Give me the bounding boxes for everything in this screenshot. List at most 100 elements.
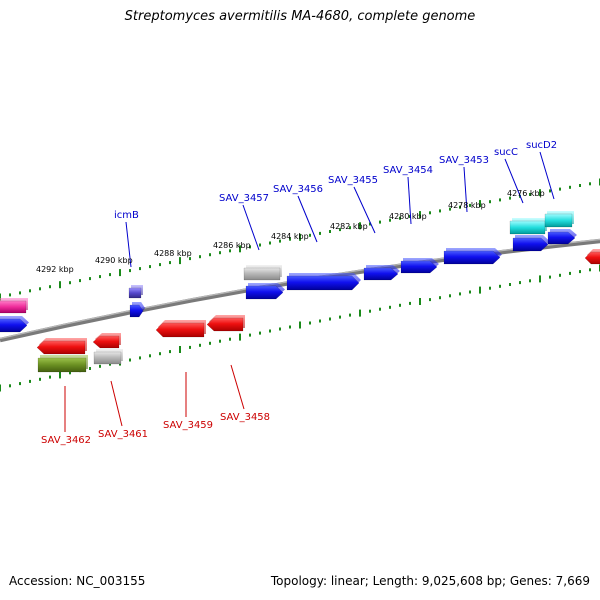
gene-feature-left-edge[interactable] — [0, 316, 29, 333]
gene-feature-SAV_3459[interactable] — [155, 320, 206, 338]
lower-scale-minor-tick — [459, 292, 461, 296]
lower-scale-minor-tick — [109, 362, 111, 366]
lower-scale-minor-tick — [39, 377, 41, 381]
scale-label-4284: 4284 kbp — [271, 232, 309, 241]
gene-feature-sucD2[interactable] — [547, 229, 577, 245]
leader-SAV_3454 — [407, 176, 412, 225]
lower-scale-minor-tick — [489, 286, 491, 290]
upper-scale-minor-tick — [69, 281, 71, 285]
gene-label-SAV_3455[interactable]: SAV_3455 — [328, 175, 378, 186]
gene-label-SAV_3456[interactable]: SAV_3456 — [273, 184, 323, 195]
lower-scale-major-tick — [299, 321, 301, 329]
gene-feature-sucC[interactable] — [512, 235, 550, 252]
upper-scale-major-tick — [0, 293, 1, 301]
lower-scale-minor-tick — [219, 339, 221, 343]
upper-scale-minor-tick — [529, 193, 531, 196]
gene-feature-SAV_3454[interactable] — [400, 258, 439, 274]
upper-scale-major-tick — [419, 211, 421, 219]
upper-scale-minor-tick — [579, 184, 581, 187]
lower-scale-minor-tick — [559, 273, 561, 277]
upper-scale-minor-tick — [449, 207, 451, 211]
label-leaders — [64, 151, 555, 432]
lower-scale-minor-tick — [389, 305, 391, 309]
leader-SAV_3453 — [463, 166, 468, 213]
lower-scale-major-tick — [59, 371, 61, 379]
upper-scale-minor-tick — [329, 230, 331, 233]
upper-scale-major-tick — [239, 245, 241, 253]
gene-label-sucD2[interactable]: sucD2 — [526, 140, 557, 151]
gene-feature-SAV_3457[interactable] — [245, 283, 285, 300]
upper-scale-minor-tick — [279, 239, 281, 243]
gene-feature-SAV_3461-gray[interactable] — [93, 349, 123, 365]
lower-scale-minor-tick — [149, 354, 151, 358]
gene-label-SAV_3462[interactable]: SAV_3462 — [41, 435, 91, 446]
gene-feature-SAV_3453[interactable] — [443, 248, 502, 265]
lower-scale-minor-tick — [139, 356, 141, 360]
upper-scale-minor-tick — [19, 291, 21, 295]
gene-label-SAV_3457[interactable]: SAV_3457 — [219, 193, 269, 204]
gene-feature-SAV_3457-gray[interactable] — [243, 265, 282, 281]
gene-label-sucC[interactable]: sucC — [494, 147, 518, 158]
leader-icmB — [125, 221, 132, 268]
gene-feature-icmB[interactable] — [129, 302, 145, 318]
upper-scale-minor-tick — [389, 218, 391, 222]
gene-label-icmB[interactable]: icmB — [114, 210, 139, 221]
leader-SAV_3455 — [353, 186, 376, 234]
scale-label-4292: 4292 kbp — [36, 265, 74, 274]
gene-feature-SAV_3462-olive[interactable] — [37, 355, 88, 373]
lower-scale-minor-tick — [429, 298, 431, 302]
lower-scale-major-tick — [359, 309, 361, 317]
genome-summary-text: Topology: linear; Length: 9,025,608 bp; … — [270, 574, 590, 588]
gene-feature-SAV_3456[interactable] — [286, 273, 361, 291]
scale-track-upper — [0, 178, 600, 301]
gene-feature-sucC-cyan[interactable] — [509, 218, 547, 235]
upper-scale-minor-tick — [139, 267, 141, 271]
upper-scale-minor-tick — [309, 233, 311, 237]
upper-scale-minor-tick — [409, 215, 411, 218]
upper-scale-major-tick — [359, 222, 361, 230]
scale-track-lower — [0, 264, 600, 392]
gene-feature-SAV_3462[interactable] — [36, 338, 87, 355]
lower-scale-minor-tick — [409, 301, 411, 305]
gene-feature-icmB-small[interactable] — [128, 285, 143, 299]
scale-label-4286: 4286 kbp — [213, 241, 251, 250]
upper-scale-minor-tick — [159, 263, 161, 267]
lower-scale-major-tick — [419, 298, 421, 305]
lower-scale-minor-tick — [349, 313, 351, 317]
lower-scale-minor-tick — [169, 350, 171, 354]
gene-feature-SAV_3455[interactable] — [363, 265, 400, 281]
gene-label-SAV_3459[interactable]: SAV_3459 — [163, 420, 213, 431]
upper-scale-minor-tick — [509, 196, 511, 200]
scale-label-4288: 4288 kbp — [154, 249, 192, 258]
lower-scale-minor-tick — [589, 268, 591, 272]
lower-scale-minor-tick — [369, 309, 371, 313]
gene-feature-SAV_3458[interactable] — [206, 315, 245, 332]
lower-scale-minor-tick — [189, 345, 191, 349]
upper-scale-minor-tick — [29, 289, 31, 293]
leader-SAV_3458 — [230, 364, 245, 410]
gene-feature-sucD2-cyan[interactable] — [544, 211, 574, 228]
upper-scale-minor-tick — [209, 253, 211, 257]
gene-label-SAV_3461[interactable]: SAV_3461 — [98, 429, 148, 440]
upper-scale-minor-tick — [39, 287, 41, 291]
lower-scale-major-tick — [179, 346, 181, 353]
upper-scale-minor-tick — [559, 187, 561, 191]
lower-scale-minor-tick — [329, 317, 331, 321]
upper-scale-minor-tick — [169, 261, 171, 265]
scale-label-4276: 4276 kbp — [507, 189, 545, 198]
upper-scale-major-tick — [119, 269, 121, 277]
gene-label-SAV_3453[interactable]: SAV_3453 — [439, 155, 489, 166]
gene-feature-SAV_3461[interactable] — [92, 333, 121, 349]
gene-feature-pink[interactable] — [0, 298, 28, 314]
upper-scale-minor-tick — [589, 182, 591, 186]
upper-scale-minor-tick — [379, 220, 381, 224]
leader-SAV_3457 — [242, 204, 260, 251]
leader-SAV_3461 — [110, 380, 123, 427]
gene-label-SAV_3458[interactable]: SAV_3458 — [220, 412, 270, 423]
gene-label-SAV_3454[interactable]: SAV_3454 — [383, 165, 433, 176]
gene-feature-right-edge[interactable] — [584, 249, 600, 265]
lower-scale-minor-tick — [69, 371, 71, 375]
scale-label-4282: 4282 kbp — [330, 222, 368, 231]
gene-features — [0, 211, 600, 373]
